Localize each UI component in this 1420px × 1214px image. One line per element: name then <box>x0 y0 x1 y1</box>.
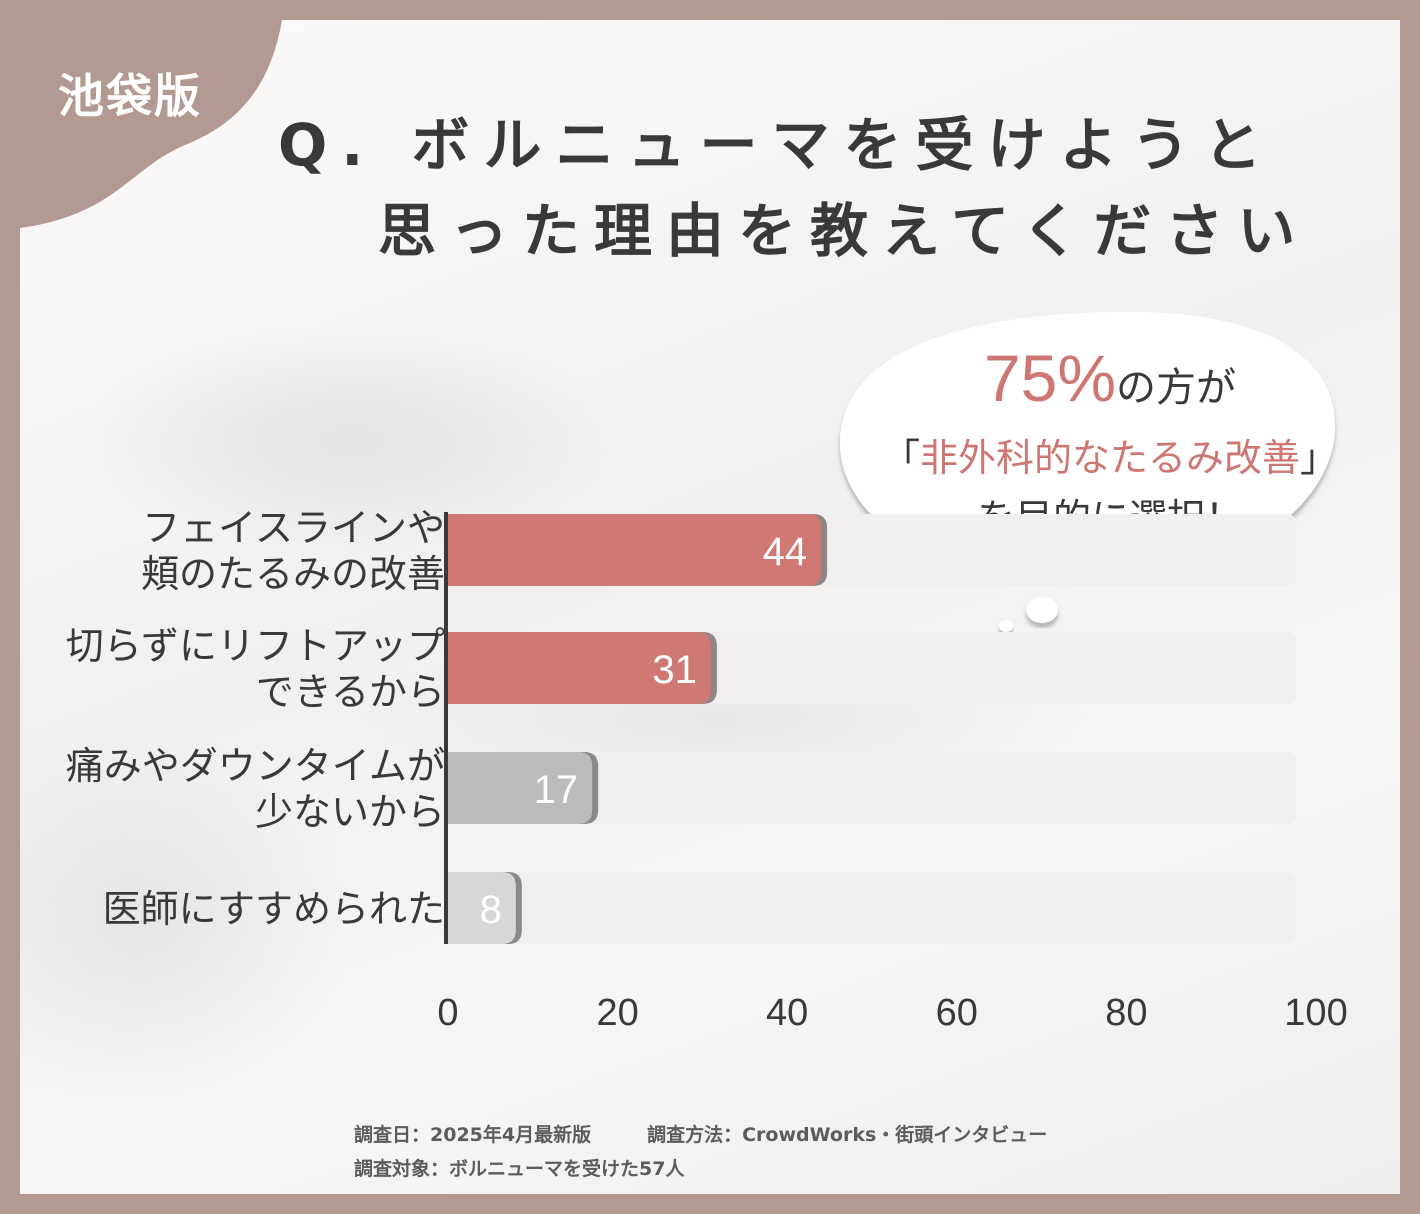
callout-text: 75%の方が 「非外科的なたるみ改善」 を目的に選択！ <box>860 338 1360 548</box>
callout-percent: 75% <box>983 341 1117 415</box>
bar <box>448 752 593 824</box>
question-title-line1: Q. ボルニューマを受けようと <box>278 111 1276 179</box>
callout-line1: 75%の方が <box>860 338 1360 428</box>
bar <box>448 514 822 586</box>
survey-target: 調査対象：ボルニューマを受けた57人 <box>354 1158 685 1180</box>
speech-bubble <box>839 311 1336 632</box>
callout-bracket-open: 「 <box>881 436 920 480</box>
callout-highlight: 非外科的なたるみ改善 <box>919 436 1300 480</box>
bar-value-label: 44 <box>763 530 808 574</box>
bar <box>448 872 516 944</box>
survey-date: 調査日：2025年4月最新版 <box>354 1124 592 1146</box>
bar-track <box>448 872 1296 944</box>
x-tick-label: 100 <box>1284 992 1347 1034</box>
x-tick-label: 80 <box>1105 992 1147 1034</box>
corner-label: 池袋版 <box>58 69 202 123</box>
category-label: 切らずにリフトアップ できるから <box>65 624 445 714</box>
survey-footer: 調査日：2025年4月最新版 調査方法：CrowdWorks・街頭インタビュー 調… <box>354 1118 1047 1186</box>
survey-method: 調査方法：CrowdWorks・街頭インタビュー <box>647 1124 1048 1146</box>
x-tick-label: 60 <box>936 992 978 1034</box>
category-label: 痛みやダウンタイムが 少ないから <box>65 744 445 834</box>
bar-value-label: 17 <box>534 768 579 812</box>
callout-line2: 「非外科的なたるみ改善」 <box>860 428 1360 488</box>
callout-bracket-close: 」 <box>1300 436 1339 480</box>
callout-suffix: の方が <box>1116 365 1237 411</box>
bar-value-label: 8 <box>480 888 502 932</box>
infographic-card: 池袋版 Q. ボルニューマを受けようと 思った理由を教えてください 75%の方が… <box>20 20 1400 1194</box>
corner-tab <box>20 20 282 228</box>
bar-track <box>448 752 1296 824</box>
question-title-line2: 思った理由を教えてください <box>378 197 1310 265</box>
x-tick-label: 40 <box>766 992 808 1034</box>
category-label: フェイスラインや 頬のたるみの改善 <box>140 506 445 596</box>
category-label: 医師にすすめられた <box>102 887 445 931</box>
x-tick-label: 0 <box>437 992 458 1034</box>
bar <box>448 632 711 704</box>
bar-value-label: 31 <box>652 648 697 692</box>
x-tick-label: 20 <box>596 992 638 1034</box>
background-texture <box>20 20 1400 1194</box>
